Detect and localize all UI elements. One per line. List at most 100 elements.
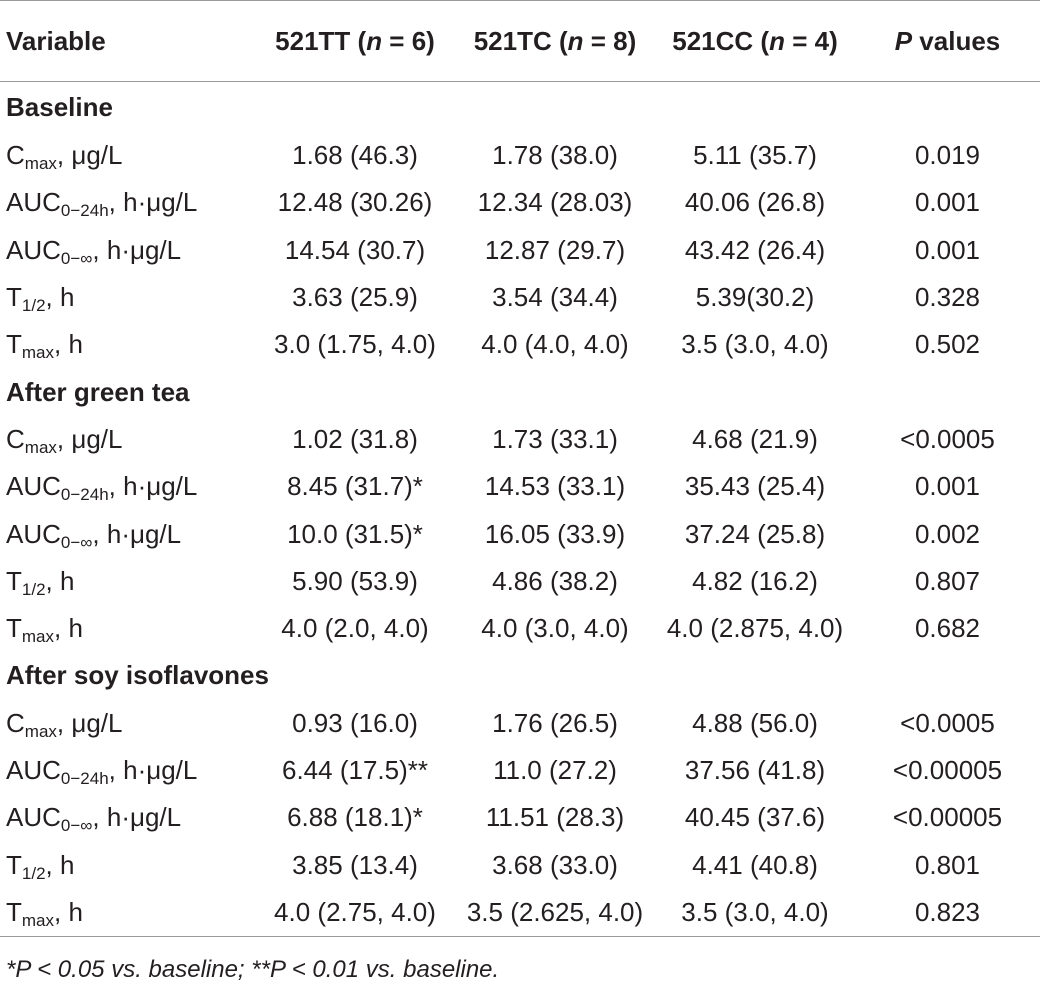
table-row: Cmax, μg/L 0.93 (16.0) 1.76 (26.5) 4.88 (56… bbox=[0, 700, 1040, 747]
cell-521tt: 4.0 (2.75, 4.0) bbox=[274, 896, 436, 927]
variable-subscript: 0−24h bbox=[60, 485, 109, 505]
cell-521tc: 12.34 (28.03) bbox=[477, 187, 633, 218]
variable-unit: , h bbox=[45, 282, 75, 313]
cell-521tc: 1.78 (38.0) bbox=[492, 140, 618, 171]
section-title: After green tea bbox=[6, 376, 190, 407]
cell-521cc: 3.5 (3.0, 4.0) bbox=[681, 329, 829, 360]
variable-subscript: max bbox=[24, 721, 57, 741]
variable-symbol: C bbox=[6, 707, 25, 738]
cell-521tc: 11.51 (28.3) bbox=[485, 802, 625, 833]
cell-521tc: 3.5 (2.625, 4.0) bbox=[466, 896, 644, 927]
row-variable-label: Tmax, h bbox=[0, 605, 255, 652]
cell-521cc: 5.39(30.2) bbox=[695, 282, 815, 313]
cell-p-value: <0.00005 bbox=[892, 802, 1003, 833]
cell-521tt: 1.02 (31.8) bbox=[292, 423, 418, 454]
cell-521tc: 16.05 (33.9) bbox=[484, 518, 626, 549]
cell-521tt: 8.45 (31.7)* bbox=[287, 471, 423, 502]
cell-521tt: 3.85 (13.4) bbox=[292, 849, 418, 880]
pharmacokinetics-table: Variable 521TT (n = 6) 521TC (n = 8) 521… bbox=[0, 0, 1040, 937]
row-variable-label: AUC0−∞, h·μg/L bbox=[0, 794, 255, 841]
row-variable-label: T1/2, h bbox=[0, 274, 255, 321]
cell-521tt: 4.0 (2.0, 4.0) bbox=[281, 613, 429, 644]
header-521tc: 521TC (n = 8) bbox=[473, 25, 637, 56]
header-521cc: 521CC (n = 4) bbox=[672, 25, 838, 56]
cell-521tt: 14.54 (30.7) bbox=[284, 234, 426, 265]
variable-symbol: T bbox=[6, 849, 22, 880]
cell-p-value: <0.00005 bbox=[892, 755, 1003, 785]
pharmacokinetics-table-container: Variable 521TT (n = 6) 521TC (n = 8) 521… bbox=[0, 0, 1040, 937]
cell-521tt: 12.48 (30.26) bbox=[277, 187, 433, 218]
cell-p-value: 0.002 bbox=[914, 518, 981, 549]
table-body: Baseline Cmax, μg/L 1.68 (46.3) 1.78 (38.0)… bbox=[0, 82, 1040, 937]
variable-unit: , h·μg/L bbox=[92, 234, 182, 265]
variable-unit: , h·μg/L bbox=[108, 755, 198, 785]
variable-symbol: T bbox=[6, 896, 22, 927]
cell-521cc: 4.68 (21.9) bbox=[692, 423, 818, 454]
variable-subscript: max bbox=[21, 627, 55, 647]
variable-subscript: 1/2 bbox=[21, 579, 46, 599]
cell-521cc: 37.56 (41.8) bbox=[684, 755, 826, 785]
cell-521tt: 1.68 (46.3) bbox=[292, 140, 418, 171]
variable-subscript: 0−∞ bbox=[60, 816, 93, 836]
cell-521tc: 3.54 (34.4) bbox=[492, 282, 618, 313]
table-row: AUC0−24h, h·μg/L 6.44 (17.5)** 11.0 (27.2)… bbox=[0, 747, 1040, 794]
variable-symbol: C bbox=[6, 140, 25, 171]
cell-521cc: 43.42 (26.4) bbox=[684, 234, 826, 265]
cell-521tc: 12.87 (29.7) bbox=[484, 234, 626, 265]
variable-unit: , h bbox=[54, 613, 83, 644]
table-row: Tmax, h 4.0 (2.0, 4.0) 4.0 (3.0, 4.0) 4.0 (… bbox=[0, 605, 1040, 652]
cell-521tc: 1.76 (26.5) bbox=[492, 707, 618, 738]
variable-subscript: 0−24h bbox=[60, 201, 109, 221]
variable-subscript: max bbox=[21, 343, 55, 363]
cell-p-value: 0.001 bbox=[914, 234, 981, 265]
header-521tt: 521TT (n = 6) bbox=[275, 25, 435, 56]
table-row: AUC0−∞, h·μg/L 6.88 (18.1)* 11.51 (28.3) 40… bbox=[0, 794, 1040, 841]
section-row: After soy isoflavones bbox=[0, 652, 1040, 699]
variable-unit: , h bbox=[54, 896, 83, 927]
variable-symbol: C bbox=[6, 423, 25, 454]
variable-subscript: max bbox=[24, 437, 57, 457]
table-row: T1/2, h 3.85 (13.4) 3.68 (33.0) 4.41 (40.8)… bbox=[0, 841, 1040, 888]
cell-521cc: 35.43 (25.4) bbox=[684, 471, 826, 502]
header-row: Variable 521TT (n = 6) 521TC (n = 8) 521… bbox=[0, 0, 1040, 82]
table-row: AUC0−24h, h·μg/L 8.45 (31.7)* 14.53 (33.1)… bbox=[0, 463, 1040, 510]
row-variable-label: AUC0−24h, h·μg/L bbox=[0, 179, 255, 226]
row-variable-label: Cmax, μg/L bbox=[0, 416, 255, 463]
cell-521tt: 6.88 (18.1)* bbox=[287, 802, 423, 833]
variable-symbol: T bbox=[6, 613, 22, 644]
table-footnote: *P < 0.05 vs. baseline; **P < 0.01 vs. b… bbox=[6, 956, 500, 983]
variable-unit: , μg/L bbox=[56, 707, 123, 738]
cell-521tt: 10.0 (31.5)* bbox=[287, 518, 423, 549]
row-variable-label: AUC0−∞, h·μg/L bbox=[0, 510, 255, 557]
variable-unit: , h bbox=[45, 849, 75, 880]
cell-521cc: 4.88 (56.0) bbox=[692, 707, 818, 738]
row-variable-label: Cmax, μg/L bbox=[0, 132, 255, 179]
cell-p-value: <0.0005 bbox=[900, 423, 995, 454]
variable-symbol: AUC bbox=[6, 518, 61, 549]
variable-symbol: T bbox=[6, 565, 22, 596]
cell-521tt: 6.44 (17.5)** bbox=[282, 755, 428, 785]
table-row: T1/2, h 5.90 (53.9) 4.86 (38.2) 4.82 (16.2)… bbox=[0, 558, 1040, 605]
cell-521tc: 14.53 (33.1) bbox=[484, 471, 626, 502]
section-row: After green tea bbox=[0, 368, 1040, 415]
variable-unit: , h bbox=[45, 565, 75, 596]
variable-subscript: max bbox=[21, 910, 55, 930]
variable-subscript: 0−24h bbox=[60, 769, 109, 788]
row-variable-label: Tmax, h bbox=[0, 321, 255, 368]
header-p-values: P values bbox=[894, 25, 1001, 56]
cell-521cc: 40.45 (37.6) bbox=[684, 802, 826, 833]
cell-521cc: 4.0 (2.875, 4.0) bbox=[666, 613, 844, 644]
variable-symbol: AUC bbox=[6, 471, 61, 502]
variable-subscript: max bbox=[24, 154, 57, 174]
section-title: After soy isoflavones bbox=[6, 660, 269, 691]
variable-symbol: T bbox=[6, 329, 22, 360]
cell-p-value: 0.502 bbox=[914, 329, 981, 360]
cell-521tt: 5.90 (53.9) bbox=[292, 565, 418, 596]
row-variable-label: Cmax, μg/L bbox=[0, 700, 255, 747]
variable-subscript: 0−∞ bbox=[60, 248, 93, 268]
table-row: T1/2, h 3.63 (25.9) 3.54 (34.4) 5.39(30.2) 0… bbox=[0, 274, 1040, 321]
variable-unit: , h·μg/L bbox=[108, 471, 198, 502]
cell-521tc: 1.73 (33.1) bbox=[492, 423, 618, 454]
table-row: Tmax, h 4.0 (2.75, 4.0) 3.5 (2.625, 4.0) 3.… bbox=[0, 889, 1040, 937]
cell-p-value: 0.807 bbox=[914, 565, 981, 596]
